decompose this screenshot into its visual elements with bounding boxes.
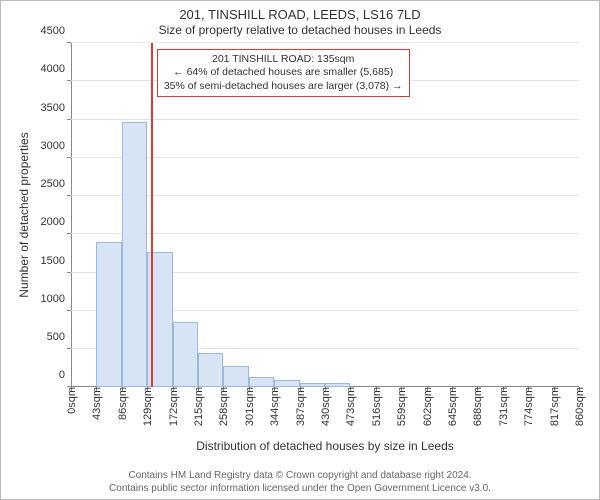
y-axis bbox=[71, 43, 72, 387]
x-tick-label: 258sqm bbox=[216, 387, 230, 426]
x-tick-label: 0sqm bbox=[64, 387, 78, 414]
y-tick bbox=[67, 233, 71, 234]
gridline bbox=[71, 119, 579, 120]
footer-line-2: Contains public sector information licen… bbox=[1, 482, 599, 495]
marker-line bbox=[151, 43, 153, 387]
gridline bbox=[71, 233, 579, 234]
annotation-line-1: 201 TINSHILL ROAD: 135sqm bbox=[164, 53, 403, 66]
y-tick-label: 4500 bbox=[41, 25, 71, 37]
x-tick-label: 860sqm bbox=[572, 387, 586, 426]
x-tick-label: 645sqm bbox=[445, 387, 459, 426]
histogram-bar bbox=[223, 366, 248, 387]
y-tick bbox=[67, 272, 71, 273]
y-tick bbox=[67, 310, 71, 311]
plot-area: 201 TINSHILL ROAD: 135sqm ← 64% of detac… bbox=[71, 43, 579, 387]
y-tick-label: 3500 bbox=[41, 102, 71, 114]
x-tick-label: 344sqm bbox=[267, 387, 281, 426]
x-tick-label: 602sqm bbox=[420, 387, 434, 426]
y-tick-label: 500 bbox=[47, 331, 71, 343]
histogram-bar bbox=[249, 377, 274, 387]
x-tick-label: 215sqm bbox=[191, 387, 205, 426]
y-tick-label: 4000 bbox=[41, 63, 71, 75]
y-tick-label: 1000 bbox=[41, 293, 71, 305]
y-tick-label: 3000 bbox=[41, 140, 71, 152]
y-tick bbox=[67, 80, 71, 81]
x-tick-label: 817sqm bbox=[547, 387, 561, 426]
plot-wrap: Number of detached properties Distributi… bbox=[71, 43, 579, 387]
x-tick-label: 301sqm bbox=[242, 387, 256, 426]
histogram-bar bbox=[96, 242, 121, 387]
y-tick bbox=[67, 119, 71, 120]
annotation-line-2: ← 64% of detached houses are smaller (5,… bbox=[164, 66, 403, 79]
x-tick-label: 774sqm bbox=[521, 387, 535, 426]
x-tick-label: 473sqm bbox=[343, 387, 357, 426]
y-tick-label: 1500 bbox=[41, 255, 71, 267]
footer-line-1: Contains HM Land Registry data © Crown c… bbox=[1, 469, 599, 482]
annotation-box: 201 TINSHILL ROAD: 135sqm ← 64% of detac… bbox=[157, 49, 410, 96]
x-tick-label: 387sqm bbox=[293, 387, 307, 426]
x-tick-label: 430sqm bbox=[318, 387, 332, 426]
x-tick-label: 731sqm bbox=[496, 387, 510, 426]
y-tick bbox=[67, 42, 71, 43]
x-axis-label: Distribution of detached houses by size … bbox=[196, 439, 454, 453]
x-tick-label: 516sqm bbox=[369, 387, 383, 426]
x-tick-label: 86sqm bbox=[115, 387, 129, 420]
y-axis-label: Number of detached properties bbox=[17, 133, 31, 298]
y-tick bbox=[67, 195, 71, 196]
y-tick-label: 2500 bbox=[41, 178, 71, 190]
x-tick-label: 688sqm bbox=[470, 387, 484, 426]
y-tick-label: 2000 bbox=[41, 216, 71, 228]
footer: Contains HM Land Registry data © Crown c… bbox=[1, 469, 599, 495]
x-tick-label: 172sqm bbox=[166, 387, 180, 426]
x-tick-label: 559sqm bbox=[394, 387, 408, 426]
gridline bbox=[71, 157, 579, 158]
histogram-bar bbox=[173, 322, 198, 387]
histogram-bar bbox=[198, 353, 223, 387]
x-tick-label: 43sqm bbox=[89, 387, 103, 420]
gridline bbox=[71, 195, 579, 196]
page-title: 201, TINSHILL ROAD, LEEDS, LS16 7LD bbox=[1, 1, 599, 23]
page-subtitle: Size of property relative to detached ho… bbox=[1, 23, 599, 39]
y-tick-label: 0 bbox=[59, 369, 71, 381]
x-tick-label: 129sqm bbox=[140, 387, 154, 426]
gridline bbox=[71, 42, 579, 43]
y-tick bbox=[67, 157, 71, 158]
histogram-bar bbox=[122, 122, 147, 387]
annotation-line-3: 35% of semi-detached houses are larger (… bbox=[164, 80, 403, 93]
y-tick bbox=[67, 348, 71, 349]
chart-container: 201, TINSHILL ROAD, LEEDS, LS16 7LD Size… bbox=[0, 0, 600, 500]
